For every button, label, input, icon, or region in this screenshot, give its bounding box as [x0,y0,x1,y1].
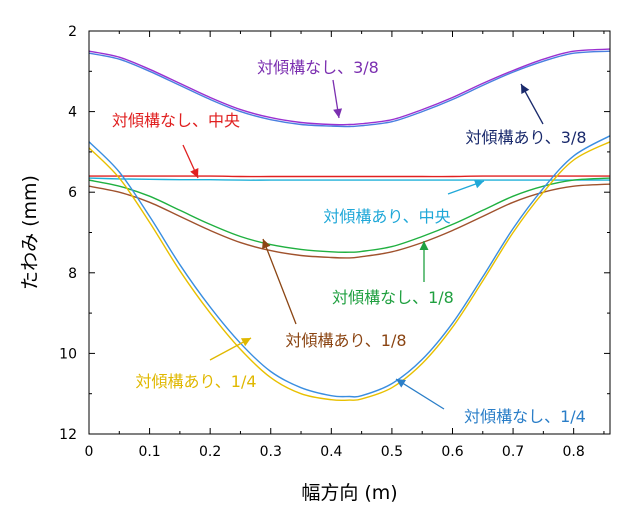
x-tick-label: 0.2 [199,444,221,460]
x-axis-label: 幅方向 (m) [301,482,397,504]
series-line-0 [89,48,610,126]
annotation-arrowhead [190,167,199,178]
annotation-arrowhead [262,239,271,250]
annotation-label: 対傾構なし、1/8 [332,288,454,307]
y-axis-label: たわみ (mm) [19,175,41,290]
x-tick-label: 0.8 [563,444,585,460]
series-line-6 [89,135,610,398]
annotation-arrow [395,378,445,410]
annotation-arrowhead [240,338,251,347]
x-tick-label: 0.1 [138,444,160,460]
annotation-arrowhead [396,379,407,388]
annotation-arrowhead [419,241,429,250]
y-tick-label: 4 [68,105,77,121]
annotation-arrowhead [521,84,530,95]
x-tick-label: 0 [85,444,94,460]
annotation-arrowhead [474,179,484,189]
x-tick-label: 0.7 [502,444,524,460]
y-tick-label: 2 [68,24,77,40]
annotation-arrow [262,238,297,325]
annotation-arrowhead [333,108,343,118]
series-line-4 [89,177,610,253]
x-tick-label: 0.5 [381,444,403,460]
x-tick-label: 0.4 [320,444,342,460]
y-tick-label: 10 [59,346,77,362]
y-tick-label: 6 [68,185,77,201]
y-tick-label: 8 [68,266,77,282]
annotation-label: 対傾構あり、3/8 [465,128,586,147]
annotation-label: 対傾構なし、1/4 [464,407,586,426]
annotation-label: 対傾構あり、1/4 [135,372,256,391]
x-tick-label: 0.6 [441,444,463,460]
plot-frame [88,30,611,435]
series-lines [89,48,610,402]
series-line-5 [89,183,610,259]
x-axis-ticks: 0 0.1 0.2 0.3 0.4 0.5 0.6 0.7 0.8 [85,31,605,460]
annotation-label: 対傾構あり、1/8 [285,331,406,350]
annotation-label: 対傾構あり、中央 [323,207,450,226]
series-line-7 [89,141,610,402]
annotations: 対傾構なし、3/8 対傾構あり、3/8 対傾構なし、中央対傾構あり、中央対傾構なし、… [112,58,587,426]
series-line-3 [89,177,610,181]
x-tick-label: 0.3 [260,444,282,460]
series-line-1 [89,50,610,128]
y-tick-label: 12 [59,427,77,443]
annotation-label: 対傾構なし、中央 [112,111,240,130]
annotation-label: 対傾構なし、3/8 [257,58,379,77]
